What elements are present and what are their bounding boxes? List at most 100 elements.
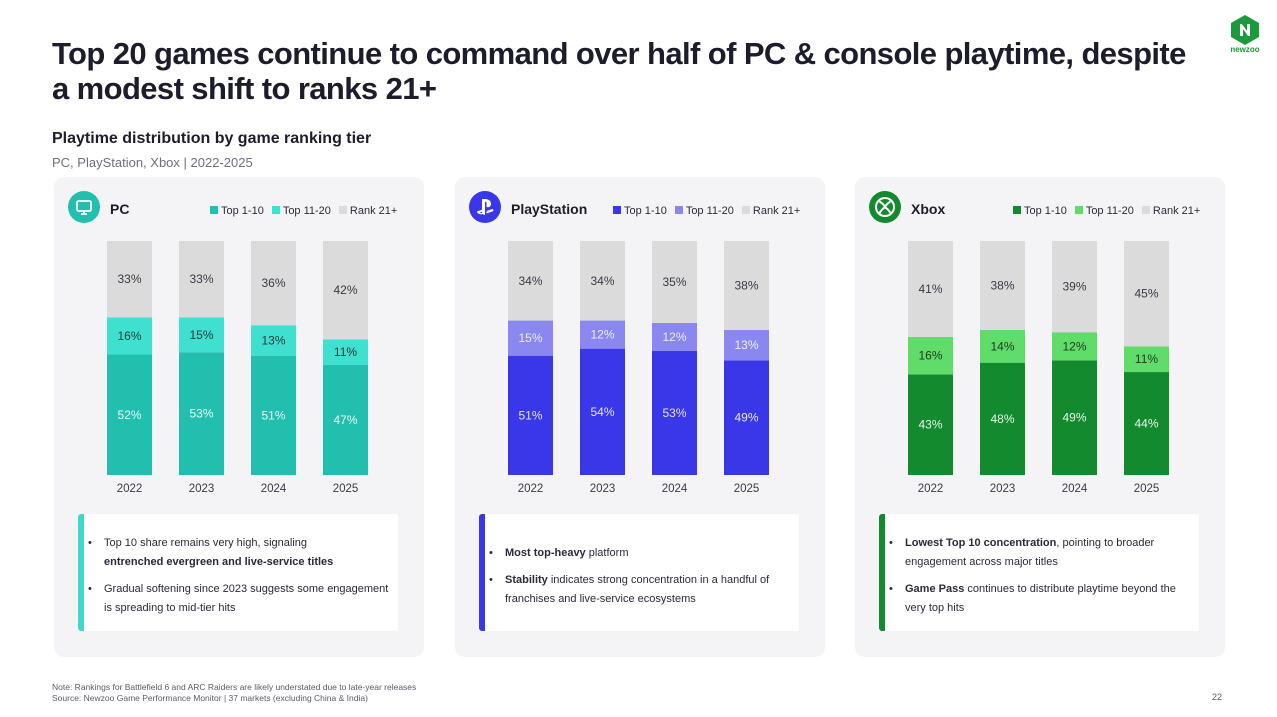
data-label: 49% (1062, 411, 1086, 425)
data-label: 12% (590, 328, 614, 342)
chart-scope: PC, PlayStation, Xbox | 2022-2025 (52, 155, 253, 170)
data-label: 53% (189, 407, 213, 421)
legend-swatch (210, 206, 218, 214)
bar-segment (980, 329, 1025, 363)
legend-label: Top 1-10 (624, 205, 667, 217)
bar-segment (580, 320, 625, 349)
data-label: 47% (333, 413, 357, 427)
data-label: 12% (1062, 339, 1086, 353)
panel-name: Xbox (911, 201, 946, 217)
data-label: 35% (662, 275, 686, 289)
logo-text: newzoo (1230, 45, 1260, 54)
panel-xbox: Xbox Top 1-10 Top 11-20 Rank 21+ 43% 16% 41%… (855, 177, 1225, 657)
legend-label: Top 11-20 (1085, 205, 1134, 217)
bar-segment (179, 352, 224, 475)
insight-box: Most top-heavy platform Stability indica… (479, 514, 799, 631)
insight-item: Most top-heavy platform (489, 544, 790, 563)
bar-segment (107, 354, 152, 475)
data-label: 53% (662, 406, 686, 420)
legend-item-top-11-20: Top 11-20 (674, 205, 734, 217)
bar-segment (724, 241, 769, 330)
legend-swatch (1074, 206, 1083, 214)
bar-segment (1124, 241, 1169, 347)
chart-legend: Top 1-10 Top 11-20 Rank 21+ (210, 205, 405, 217)
legend-label: Rank 21+ (752, 205, 801, 217)
legend-item-top-11-20: Top 11-20 (1074, 205, 1134, 217)
bar-segment (323, 241, 368, 340)
bar-segment (1052, 241, 1097, 333)
bar-segment (251, 355, 296, 475)
legend-label: Top 11-20 (685, 205, 734, 217)
page-title: Top 20 games continue to command over ha… (52, 36, 1186, 106)
bar-segment (323, 339, 368, 366)
bar-segment (580, 241, 625, 321)
newzoo-logo: newzoo (1227, 14, 1263, 58)
legend-item-rank-21-plus: Rank 21+ (1141, 205, 1200, 217)
bar-segment (652, 350, 697, 475)
insight-box: Lowest Top 10 concentration, pointing to… (879, 514, 1199, 631)
bar-segment (323, 365, 368, 475)
data-label: 38% (990, 278, 1014, 292)
legend-item-rank-21-plus: Rank 21+ (338, 205, 398, 217)
bar-segment (508, 320, 553, 356)
chart-legend: Top 1-10 Top 11-20 Rank 21+ (613, 205, 808, 217)
bar-segment (508, 241, 553, 321)
data-label: 33% (117, 272, 141, 286)
bar-segment (1124, 346, 1169, 373)
insight-item: Top 10 share remains very high, signalin… (88, 534, 389, 572)
bar-segment (251, 241, 296, 326)
legend-label: Rank 21+ (349, 205, 398, 217)
data-label: 13% (734, 338, 758, 352)
data-label: 45% (1134, 287, 1158, 301)
insight-box: Top 10 share remains very high, signalin… (78, 514, 398, 631)
insight-accent-bar (479, 514, 485, 631)
data-label: 51% (261, 408, 285, 422)
legend-label: Top 1-10 (221, 205, 264, 217)
legend-item-rank-21-plus: Rank 21+ (741, 205, 801, 217)
panel-pc: PC Top 1-10 Top 11-20 Rank 21+ 52% 16% 33% 20… (54, 177, 424, 657)
panel-playstation: PlayStation Top 1-10 Top 11-20 Rank 21+ 51… (455, 177, 825, 657)
legend-item-top-11-20: Top 11-20 (271, 205, 331, 217)
bar-segment (251, 325, 296, 356)
data-label: 54% (590, 405, 614, 419)
data-label: 34% (518, 274, 542, 288)
legend-item-top-1-10: Top 1-10 (1013, 205, 1067, 217)
data-label: 14% (990, 339, 1014, 353)
bar-segment (1052, 332, 1097, 361)
insight-item: Gradual softening since 2023 suggests so… (88, 580, 389, 618)
data-label: 44% (1134, 417, 1158, 431)
monitor-icon (68, 191, 100, 223)
data-label: 36% (261, 276, 285, 290)
insight-list: Lowest Top 10 concentration, pointing to… (889, 534, 1190, 626)
x-tick-label: 2025 (1134, 483, 1160, 495)
bar-segment (980, 241, 1025, 330)
stacked-bar-chart-pc: 52% 16% 33% 2022 53% 15% 33% 2023 51% 13% 36% 2024 4… (107, 241, 368, 495)
data-label: 38% (734, 278, 758, 292)
data-label: 34% (590, 274, 614, 288)
x-tick-label: 2024 (662, 483, 688, 495)
data-label: 11% (334, 345, 357, 359)
legend-item-top-1-10: Top 1-10 (613, 205, 667, 217)
bar-segment (1124, 372, 1169, 475)
data-label: 48% (990, 412, 1014, 426)
legend-swatch (271, 206, 280, 214)
data-label: 51% (518, 408, 542, 422)
data-label: 16% (117, 329, 141, 343)
legend-swatch (674, 206, 683, 214)
playstation-logo-icon (469, 191, 501, 223)
footer-source: Source: Newzoo Game Performance Monitor … (52, 693, 368, 703)
bar-segment (107, 241, 152, 318)
data-label: 13% (261, 333, 285, 347)
insight-item: Lowest Top 10 concentration, pointing to… (889, 534, 1190, 572)
bar-segment (652, 322, 697, 351)
bar-segment (908, 336, 953, 375)
x-tick-label: 2023 (990, 483, 1016, 495)
chart-subtitle: Playtime distribution by game ranking ti… (52, 130, 372, 147)
data-label: 11% (1135, 352, 1158, 366)
stacked-bar-chart-playstation: 51% 15% 34% 2022 54% 12% 34% 2023 53% 12% 35% 2024 4… (508, 241, 769, 495)
legend-swatch (1141, 206, 1150, 214)
x-tick-label: 2024 (1062, 483, 1088, 495)
bar-segment (908, 374, 953, 475)
x-tick-label: 2023 (189, 483, 215, 495)
data-label: 16% (918, 349, 942, 363)
